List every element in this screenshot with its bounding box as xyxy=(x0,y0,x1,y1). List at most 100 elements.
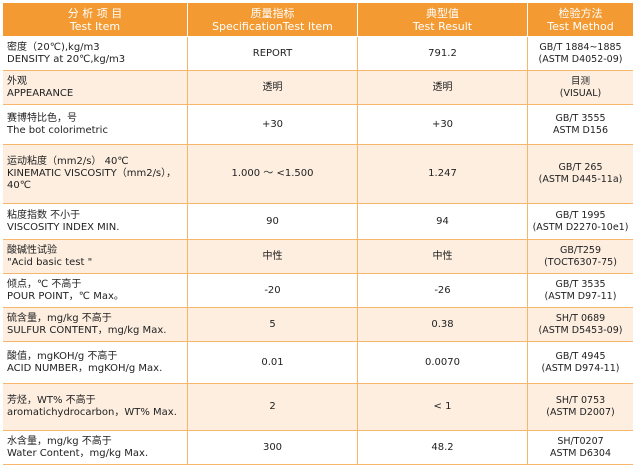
method-standard: GB/T 3535 xyxy=(555,278,606,290)
header-test-result-zh: 典型值 xyxy=(426,6,459,20)
header-test-item-en: Test Item xyxy=(69,19,121,33)
header-specification: 质量指标 SpecificationTest Item xyxy=(188,3,358,37)
specification-cell: 5 xyxy=(188,308,358,342)
table-row-viscosity-index: 粘度指数 不小于 VISCOSITY INDEX MIN. 90 94 GB/T … xyxy=(3,204,633,240)
method-astm: (ASTM D974-11) xyxy=(541,362,620,374)
specification-cell: 90 xyxy=(188,204,358,240)
header-test-result-en: Test Result xyxy=(412,19,473,33)
method-standard: GB/T259 xyxy=(559,244,601,256)
method-standard: GB/T 4945 xyxy=(555,350,606,362)
method-cell: GB/T259 (TOCT6307-75) xyxy=(528,240,633,274)
result-cell: 791.2 xyxy=(358,37,528,71)
test-item-en: DENSITY at 20℃,kg/m3 xyxy=(7,53,126,65)
specification-cell: 中性 xyxy=(188,240,358,274)
method-standard: GB/T 265 xyxy=(558,162,603,173)
header-test-result: 典型值 Test Result xyxy=(358,3,528,37)
result-cell: 中性 xyxy=(358,240,528,274)
method-cell: GB/T 3535 (ASTM D97-11) xyxy=(528,274,633,308)
table-row-colorimetric: 赛博特比色，号 The bot colorimetric +30 +30 GB/T… xyxy=(3,105,633,145)
test-item-en: The bot colorimetric xyxy=(7,124,108,136)
result-cell: 94 xyxy=(358,204,528,240)
method-standard: GB/T 1884~1885 xyxy=(539,41,622,53)
method-standard: GB/T 1995 xyxy=(555,209,606,221)
test-item-cell: 粘度指数 不小于 VISCOSITY INDEX MIN. xyxy=(3,204,188,240)
test-item-cell: 运动粘度（mm2/s） 40℃ KINEMATIC VISCOSITY（mm2/s… xyxy=(3,145,188,204)
method-astm: (ASTM D2007) xyxy=(546,407,615,418)
table-row-sulfur-content: 硫含量，mg/kg 不高于 SULFUR CONTENT，mg/kg Max. 5… xyxy=(3,308,633,342)
result-cell: 0.38 xyxy=(358,308,528,342)
method-cell: GB/T 265 (ASTM D445-11a) xyxy=(528,145,633,204)
table-row-acid-basic: 酸碱性试验 "Acid basic test " 中性 中性 GB/T259 (TO… xyxy=(3,240,633,274)
result-cell: 48.2 xyxy=(358,431,528,465)
test-item-zh: 外观 xyxy=(7,75,27,87)
header-test-method-zh: 检验方法 xyxy=(558,6,603,20)
table-header-row: 分 析 项 目 Test Item 质量指标 SpecificationTest… xyxy=(3,3,633,37)
result-cell: -26 xyxy=(358,274,528,308)
method-astm: (ASTM D4052-09) xyxy=(538,53,623,65)
specification-cell: 1.000 ～ <1.500 xyxy=(188,145,358,204)
test-report-table: 分 析 项 目 Test Item 质量指标 SpecificationTest… xyxy=(3,3,633,465)
method-cell: SH/T 0689 (ASTM D5453-09) xyxy=(528,308,633,342)
test-item-cell: 酸碱性试验 "Acid basic test " xyxy=(3,240,188,274)
table-row-water-content: 水含量，mg/kg 不高于 Water Content，mg/kg Max. 30… xyxy=(3,431,633,465)
table-row-appearance: 外观 APPEARANCE 透明 透明 目测 (VISUAL) xyxy=(3,71,633,105)
test-item-cell: 芳烃，WT% 不高于 aromatichydrocarbon，WT% Max. xyxy=(3,384,188,431)
result-cell: 透明 xyxy=(358,71,528,105)
header-test-item: 分 析 项 目 Test Item xyxy=(3,3,188,37)
specification-cell: 300 xyxy=(188,431,358,465)
specification-cell: -20 xyxy=(188,274,358,308)
test-item-cell: 密度（20℃),kg/m3 DENSITY at 20℃,kg/m3 xyxy=(3,37,188,71)
test-item-en: VISCOSITY INDEX MIN. xyxy=(7,221,120,233)
test-item-zh: 倾点，℃ 不高于 xyxy=(7,278,82,290)
result-cell: 1.247 xyxy=(358,145,528,204)
test-item-cell: 倾点，℃ 不高于 POUR POINT，℃ Max。 xyxy=(3,274,188,308)
method-cell: SH/T 0753 (ASTM D2007) xyxy=(528,384,633,431)
test-item-cell: 水含量，mg/kg 不高于 Water Content，mg/kg Max. xyxy=(3,431,188,465)
specification-cell: 透明 xyxy=(188,71,358,105)
test-item-zh: 运动粘度（mm2/s） 40℃ xyxy=(7,156,129,167)
method-standard: GB/T 3555 xyxy=(555,112,606,124)
test-item-en: "Acid basic test " xyxy=(7,256,93,268)
test-item-cell: 赛博特比色，号 The bot colorimetric xyxy=(3,105,188,145)
header-specification-zh: 质量指标 xyxy=(250,6,295,20)
result-cell: +30 xyxy=(358,105,528,145)
table-row-acid-number: 酸值，mgKOH/g 不高于 ACID NUMBER，mgKOH/g Max. 0… xyxy=(3,342,633,384)
test-item-en: POUR POINT，℃ Max。 xyxy=(7,290,124,302)
test-item-en: Water Content，mg/kg Max. xyxy=(7,447,149,459)
table-row-density: 密度（20℃),kg/m3 DENSITY at 20℃,kg/m3 REPORT… xyxy=(3,37,633,71)
method-astm: (VISUAL) xyxy=(559,87,602,99)
test-item-zh: 酸碱性试验 xyxy=(7,244,57,256)
method-astm: (TOCT6307-75) xyxy=(544,256,617,268)
test-item-cell: 外观 APPEARANCE xyxy=(3,71,188,105)
specification-cell: 0.01 xyxy=(188,342,358,384)
test-item-cell: 酸值，mgKOH/g 不高于 ACID NUMBER，mgKOH/g Max. xyxy=(3,342,188,384)
method-astm: (ASTM D445-11a) xyxy=(538,174,623,185)
method-cell: GB/T 1884~1885 (ASTM D4052-09) xyxy=(528,37,633,71)
method-cell: GB/T 3555 ASTM D156 xyxy=(528,105,633,145)
method-astm: (ASTM D2270-10e1) xyxy=(532,221,629,233)
specification-cell: 2 xyxy=(188,384,358,431)
header-test-method-en: Test Method xyxy=(547,19,614,33)
method-cell: GB/T 1995 (ASTM D2270-10e1) xyxy=(528,204,633,240)
test-item-en: ACID NUMBER，mgKOH/g Max. xyxy=(7,362,163,374)
header-test-item-zh: 分 析 项 目 xyxy=(67,6,123,20)
header-test-method: 检验方法 Test Method xyxy=(528,3,633,37)
test-item-zh: 赛博特比色，号 xyxy=(7,112,77,124)
test-item-en: KINEMATIC VISCOSITY（mm2/s），40℃ xyxy=(7,168,177,191)
method-astm: ASTM D156 xyxy=(553,124,608,136)
specification-cell: REPORT xyxy=(188,37,358,71)
result-cell: 0.0070 xyxy=(358,342,528,384)
test-item-zh: 水含量，mg/kg 不高于 xyxy=(7,435,112,447)
test-item-en: APPEARANCE xyxy=(7,87,74,99)
test-item-en: SULFUR CONTENT，mg/kg Max. xyxy=(7,324,167,336)
test-item-zh: 硫含量，mg/kg 不高于 xyxy=(7,312,112,324)
test-report-table-container: 分 析 项 目 Test Item 质量指标 SpecificationTest… xyxy=(3,3,633,470)
method-cell: 目测 (VISUAL) xyxy=(528,71,633,105)
table-row-kinematic-viscosity: 运动粘度（mm2/s） 40℃ KINEMATIC VISCOSITY（mm2/s… xyxy=(3,145,633,204)
result-cell: < 1 xyxy=(358,384,528,431)
specification-cell: +30 xyxy=(188,105,358,145)
test-item-zh: 粘度指数 不小于 xyxy=(7,209,81,221)
test-item-cell: 硫含量，mg/kg 不高于 SULFUR CONTENT，mg/kg Max. xyxy=(3,308,188,342)
test-item-en: aromatichydrocarbon，WT% Max. xyxy=(7,407,177,418)
method-cell: GB/T 4945 (ASTM D974-11) xyxy=(528,342,633,384)
